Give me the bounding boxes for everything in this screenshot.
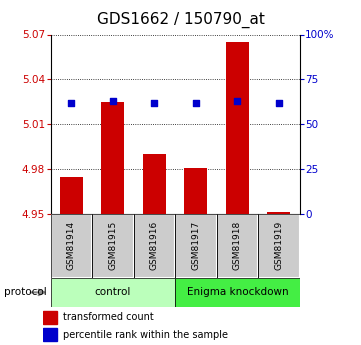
Bar	[60, 177, 83, 214]
Bar	[134, 214, 175, 278]
Point	[110, 98, 116, 104]
Bar	[175, 214, 217, 278]
Bar	[226, 42, 249, 214]
Bar	[92, 214, 134, 278]
Bar	[175, 278, 300, 307]
Point	[276, 100, 282, 106]
Text: percentile rank within the sample: percentile rank within the sample	[63, 329, 228, 339]
Bar	[134, 214, 175, 278]
Text: control: control	[95, 287, 131, 297]
Bar	[51, 214, 92, 278]
Bar	[92, 214, 134, 278]
Bar	[258, 214, 300, 278]
Text: GDS1662 / 150790_at: GDS1662 / 150790_at	[96, 12, 265, 28]
Bar	[51, 278, 175, 307]
Text: GSM81917: GSM81917	[191, 221, 200, 270]
Text: GSM81916: GSM81916	[150, 221, 159, 270]
Point	[69, 100, 74, 106]
Bar	[43, 328, 57, 341]
Text: GSM81914: GSM81914	[67, 221, 76, 270]
Text: GSM81919: GSM81919	[274, 221, 283, 270]
Point	[234, 98, 240, 104]
Text: transformed count: transformed count	[63, 313, 154, 323]
Bar	[268, 213, 290, 214]
Bar	[51, 214, 92, 278]
Point	[193, 100, 199, 106]
Bar	[258, 214, 300, 278]
Bar	[217, 214, 258, 278]
Bar	[43, 311, 57, 324]
Text: protocol: protocol	[4, 287, 46, 297]
Text: Enigma knockdown: Enigma knockdown	[187, 287, 288, 297]
Bar	[175, 214, 217, 278]
Point	[151, 100, 157, 106]
Bar	[101, 102, 124, 214]
Bar	[217, 214, 258, 278]
Text: GSM81918: GSM81918	[233, 221, 242, 270]
Text: GSM81915: GSM81915	[108, 221, 117, 270]
Bar	[143, 154, 166, 214]
Bar	[184, 168, 207, 214]
